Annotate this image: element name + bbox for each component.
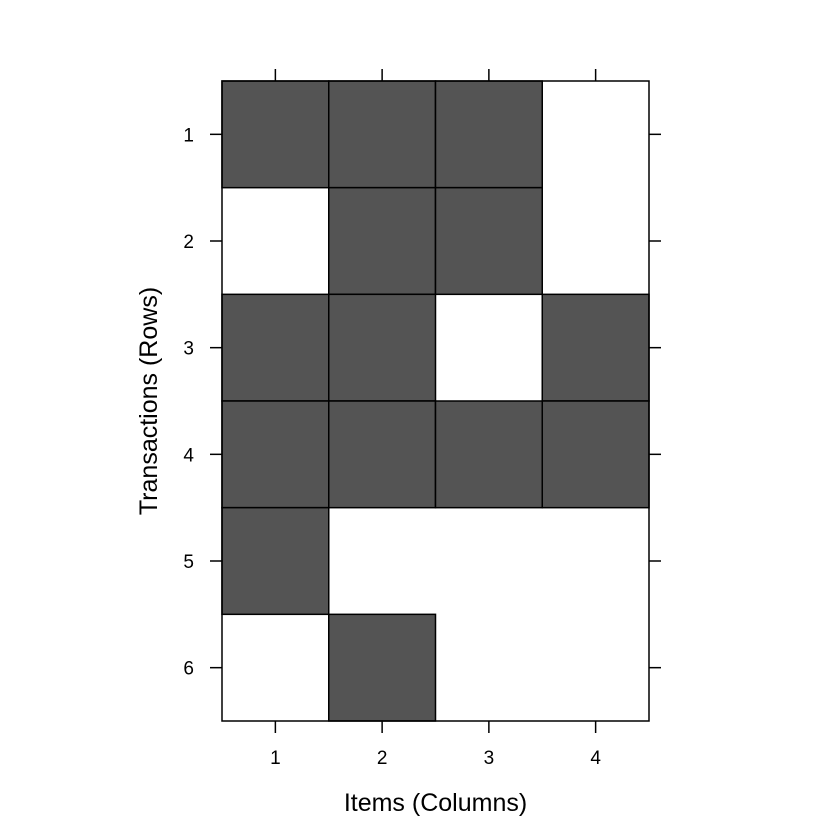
x-tick-label-2: 2 — [377, 748, 388, 769]
y-axis-title: Transactions (Rows) — [135, 287, 163, 515]
x-tick-label-4: 4 — [590, 748, 601, 769]
cell-r5-c1 — [221, 506, 330, 616]
cell-r2-c3 — [434, 186, 543, 296]
y-tick-label-3: 3 — [183, 339, 194, 360]
y-tick-label-1: 1 — [183, 125, 194, 146]
x-tick-label-3: 3 — [484, 748, 495, 769]
y-tick-label-6: 6 — [183, 659, 194, 680]
axis-tick-labels: 1 2 3 4 1 2 3 4 5 6 — [183, 125, 601, 769]
cell-r1-c1 — [221, 80, 330, 189]
y-tick-label-5: 5 — [183, 552, 194, 573]
y-tick-label-4: 4 — [183, 445, 194, 466]
cell-r3-c4 — [541, 293, 650, 402]
y-tick-label-2: 2 — [183, 232, 194, 253]
cell-r4-c1 — [221, 400, 330, 509]
cell-r1-c3 — [434, 80, 543, 189]
x-tick-label-1: 1 — [270, 748, 281, 769]
cell-r3-c1 — [221, 293, 330, 402]
cell-r4-c4 — [541, 400, 650, 509]
cell-r4-c3 — [434, 400, 543, 509]
x-axis-title: Items (Columns) — [344, 789, 527, 817]
axis-ticks — [210, 69, 661, 733]
cell-r6-c2 — [328, 613, 437, 722]
cell-r4-c2 — [328, 400, 437, 509]
plot-frame — [221, 80, 650, 722]
cell-r3-c2 — [328, 293, 437, 402]
matrix-cells — [221, 80, 650, 722]
cell-r2-c2 — [328, 186, 437, 296]
cell-r1-c2 — [328, 80, 437, 189]
